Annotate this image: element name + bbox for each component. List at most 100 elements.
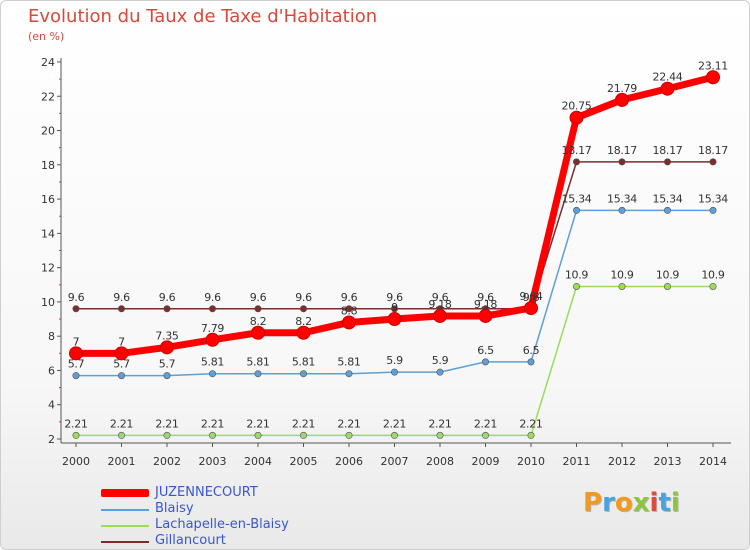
data-label: 9.6 bbox=[250, 291, 267, 304]
data-label: 2.21 bbox=[428, 417, 451, 430]
data-point bbox=[209, 370, 217, 378]
legend-swatch bbox=[101, 525, 149, 527]
legend-label: JUZENNECOURT bbox=[155, 485, 258, 500]
data-label: 9.6 bbox=[341, 291, 358, 304]
data-label: 6.5 bbox=[477, 344, 494, 357]
data-point bbox=[299, 370, 307, 378]
data-label: 15.34 bbox=[653, 192, 683, 205]
data-label: 18.17 bbox=[607, 144, 637, 157]
x-tick-label: 2001 bbox=[108, 455, 136, 468]
data-label: 15.34 bbox=[698, 192, 728, 205]
data-point bbox=[390, 431, 398, 439]
chart-legend: JUZENNECOURT Blaisy Lachapelle-en-Blaisy… bbox=[101, 485, 361, 549]
y-tick-label: 24 bbox=[41, 56, 55, 69]
data-label: 7 bbox=[118, 335, 125, 348]
data-point bbox=[572, 206, 580, 214]
data-label: 2.21 bbox=[519, 417, 542, 430]
legend-swatch bbox=[101, 509, 149, 511]
data-point bbox=[709, 158, 717, 166]
legend-label: Blaisy bbox=[155, 501, 194, 516]
data-label: 10.9 bbox=[565, 268, 589, 281]
data-point bbox=[254, 370, 262, 378]
data-label: 9.18 bbox=[474, 298, 498, 311]
x-tick-label: 2009 bbox=[472, 455, 500, 468]
x-tick-label: 2013 bbox=[654, 455, 682, 468]
data-point bbox=[436, 368, 444, 376]
x-tick-label: 2002 bbox=[153, 455, 181, 468]
data-point bbox=[527, 431, 535, 439]
data-label: 5.81 bbox=[292, 356, 315, 369]
data-label: 2.21 bbox=[64, 417, 87, 430]
x-tick-label: 2012 bbox=[608, 455, 636, 468]
chart-title: Evolution du Taux de Taxe d'Habitation bbox=[28, 6, 378, 27]
data-label: 15.34 bbox=[562, 192, 592, 205]
data-label: 2.21 bbox=[383, 417, 406, 430]
data-point bbox=[481, 431, 489, 439]
legend-item-juzennecourt: JUZENNECOURT bbox=[101, 485, 361, 501]
data-label: 18.17 bbox=[653, 144, 683, 157]
data-label: 10.9 bbox=[656, 268, 680, 281]
data-label: 8.2 bbox=[295, 315, 312, 328]
data-point bbox=[209, 305, 217, 313]
data-label: 9.6 bbox=[523, 291, 540, 304]
data-point bbox=[114, 346, 129, 361]
data-point bbox=[390, 368, 398, 376]
data-label: 2.21 bbox=[155, 417, 178, 430]
data-point bbox=[160, 340, 174, 355]
data-point bbox=[209, 431, 217, 439]
chart-subtitle: (en %) bbox=[28, 30, 65, 43]
x-tick-label: 2010 bbox=[517, 455, 545, 468]
data-point bbox=[709, 282, 717, 290]
data-label: 5.81 bbox=[201, 356, 224, 369]
data-point bbox=[299, 431, 307, 439]
y-tick-label: 20 bbox=[41, 125, 55, 138]
data-label: 22.44 bbox=[653, 71, 683, 84]
logo-letter: t bbox=[658, 488, 671, 518]
data-label: 9.6 bbox=[295, 291, 312, 304]
data-label: 5.9 bbox=[386, 354, 403, 367]
x-tick-label: 2014 bbox=[699, 455, 727, 468]
data-point bbox=[72, 431, 80, 439]
data-label: 2.21 bbox=[110, 417, 133, 430]
x-tick-label: 2008 bbox=[426, 455, 454, 468]
data-label: 9.6 bbox=[432, 291, 449, 304]
data-label: 9.6 bbox=[113, 291, 130, 304]
data-label: 10.9 bbox=[701, 268, 725, 281]
data-label: 9.6 bbox=[159, 291, 176, 304]
data-point bbox=[72, 305, 80, 313]
y-tick-label: 2 bbox=[48, 433, 55, 446]
data-point bbox=[69, 346, 83, 361]
data-label: 23.11 bbox=[698, 59, 728, 72]
data-point bbox=[118, 372, 126, 380]
logo-letter: x bbox=[632, 488, 650, 518]
data-point bbox=[254, 431, 262, 439]
data-label: 5.81 bbox=[246, 356, 269, 369]
data-label: 9.6 bbox=[386, 291, 403, 304]
legend-label: Lachapelle-en-Blaisy bbox=[155, 517, 289, 532]
data-point bbox=[299, 305, 307, 313]
data-point bbox=[118, 305, 126, 313]
data-label: 2.21 bbox=[337, 417, 360, 430]
data-point bbox=[342, 315, 356, 330]
data-label: 6.5 bbox=[523, 344, 540, 357]
data-label: 8.8 bbox=[341, 304, 358, 317]
proxiti-logo: Proxiti bbox=[583, 488, 680, 518]
data-point bbox=[163, 305, 171, 313]
legend-swatch bbox=[101, 541, 149, 543]
data-label: 15.34 bbox=[607, 192, 637, 205]
data-label: 5.7 bbox=[159, 358, 176, 371]
data-point bbox=[72, 372, 80, 380]
data-label: 5.7 bbox=[113, 358, 130, 371]
y-tick-label: 10 bbox=[41, 296, 55, 309]
logo-letter: i bbox=[649, 488, 659, 518]
data-point bbox=[478, 308, 493, 323]
data-point bbox=[205, 332, 220, 347]
data-label: 2.21 bbox=[201, 417, 224, 430]
legend-label: Gillancourt bbox=[155, 533, 226, 548]
x-tick-label: 2000 bbox=[62, 455, 90, 468]
data-label: 9.64 bbox=[519, 290, 543, 303]
legend-swatch bbox=[101, 489, 149, 497]
x-tick-label: 2007 bbox=[381, 455, 409, 468]
